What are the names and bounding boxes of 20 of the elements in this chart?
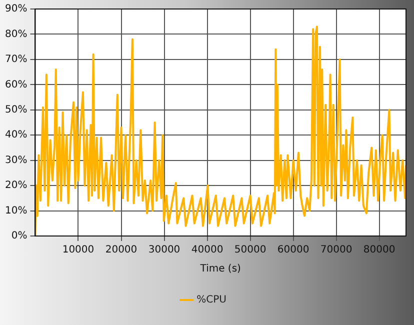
y-tick-label: 20% [4, 180, 28, 192]
x-tick-label: 80000 [363, 244, 396, 256]
y-tick-label: 60% [4, 79, 28, 90]
x-tick-label: 10000 [62, 244, 94, 256]
y-tick-label: 80% [4, 28, 28, 40]
y-tick-label: 10% [4, 205, 28, 216]
y-tick-label: 0% [11, 230, 28, 242]
y-tick-label: 30% [4, 154, 28, 166]
y-tick-label: 70% [4, 54, 28, 66]
x-tick-label: 60000 [277, 244, 310, 256]
x-tick-label: 20000 [105, 244, 138, 256]
y-tick-label: 40% [4, 130, 28, 141]
x-tick-label: 30000 [148, 244, 180, 256]
y-tick-label: 50% [4, 104, 28, 116]
y-tick-label: 90% [4, 4, 28, 15]
x-tick-label: 70000 [320, 244, 352, 256]
x-axis-title: Time (s) [199, 264, 242, 275]
legend-label: %CPU [196, 294, 226, 306]
x-tick-label: 50000 [234, 244, 266, 256]
x-tick-label: 40000 [191, 244, 224, 256]
